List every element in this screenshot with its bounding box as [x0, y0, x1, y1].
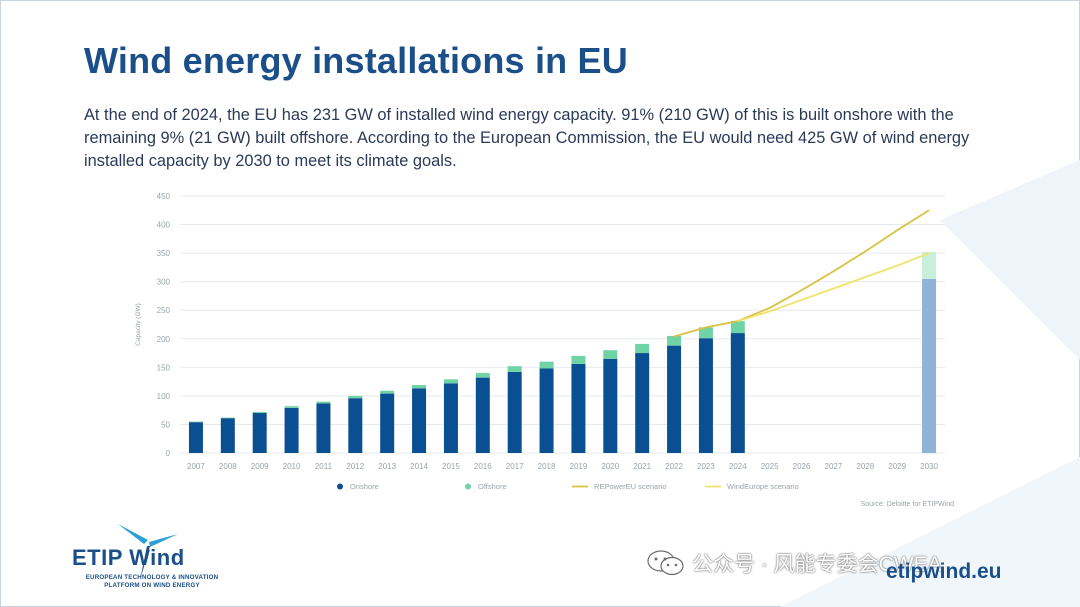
x-tick-label: 2016	[474, 462, 492, 471]
legend-label: WindEurope scenario	[727, 482, 799, 491]
bar-onshore	[348, 398, 363, 453]
legend-label: Onshore	[350, 482, 379, 491]
bar-offshore	[730, 321, 745, 334]
x-tick-label: 2021	[633, 462, 651, 471]
background-shape	[940, 160, 1080, 360]
bar-offshore	[412, 385, 427, 389]
x-tick-label: 2022	[665, 462, 683, 471]
x-tick-label: 2030	[920, 462, 938, 471]
bar-offshore	[316, 401, 331, 404]
bar-offshore	[922, 251, 937, 279]
y-tick-label: 150	[157, 363, 171, 372]
y-tick-label: 0	[166, 449, 171, 458]
y-tick-label: 350	[157, 249, 171, 258]
x-tick-label: 2013	[378, 462, 396, 471]
x-tick-label: 2010	[283, 462, 301, 471]
bar-offshore	[603, 350, 618, 359]
bar-onshore	[698, 338, 713, 453]
legend-marker	[465, 483, 471, 490]
watermark: 公众号 · 风能专委会CWEA	[646, 548, 942, 578]
bar-offshore	[188, 421, 203, 423]
bar-onshore	[475, 377, 490, 453]
y-tick-label: 100	[157, 392, 171, 401]
bar-offshore	[380, 390, 395, 394]
x-tick-label: 2008	[219, 462, 237, 471]
bar-onshore	[252, 413, 267, 453]
x-tick-label: 2019	[570, 462, 588, 471]
bar-offshore	[284, 406, 299, 408]
bar-onshore	[603, 358, 618, 453]
y-tick-label: 50	[161, 420, 170, 429]
bar-onshore	[443, 383, 458, 453]
bar-onshore	[667, 345, 682, 453]
bar-onshore	[380, 393, 395, 453]
x-tick-label: 2012	[346, 462, 364, 471]
x-tick-label: 2014	[410, 462, 428, 471]
logo-subtitle: EUROPEAN TECHNOLOGY & INNOVATION PLATFOR…	[85, 574, 219, 589]
bar-onshore	[539, 368, 554, 453]
website-link[interactable]: etipwind.eu	[886, 560, 1002, 583]
bar-onshore	[922, 278, 937, 453]
x-tick-label: 2026	[793, 462, 811, 471]
x-tick-label: 2029	[888, 462, 906, 471]
x-tick-label: 2020	[601, 462, 619, 471]
legend-marker	[337, 483, 343, 490]
bar-onshore	[571, 363, 586, 453]
bar-offshore	[252, 411, 267, 414]
y-tick-label: 200	[157, 335, 171, 344]
x-tick-label: 2028	[856, 462, 874, 471]
x-tick-label: 2011	[315, 462, 333, 471]
x-tick-label: 2015	[442, 462, 460, 471]
bar-onshore	[316, 403, 331, 453]
line-repowereu-scenario	[673, 209, 930, 338]
bar-onshore	[188, 422, 203, 453]
wechat-icon	[647, 550, 684, 576]
logo-mark: ETIP Wind	[72, 545, 185, 570]
legend-label: REPowerEU scenario	[594, 482, 667, 491]
bar-offshore	[667, 335, 682, 346]
bar-onshore	[220, 418, 235, 453]
bar-offshore	[348, 395, 363, 399]
page-title: Wind energy installations in EU	[84, 40, 628, 81]
bar-onshore	[730, 333, 745, 453]
bar-offshore	[698, 327, 713, 339]
bar-offshore	[507, 366, 522, 372]
y-tick-label: 250	[157, 306, 171, 315]
x-tick-label: 2025	[761, 462, 779, 471]
background-shape-bottom	[780, 457, 1080, 607]
x-tick-label: 2007	[187, 462, 205, 471]
bar-onshore	[284, 407, 299, 453]
watermark-text: 公众号 · 风能专委会CWEA	[692, 553, 942, 576]
intro-paragraph: At the end of 2024, the EU has 231 GW of…	[84, 106, 970, 170]
y-tick-label: 300	[157, 278, 171, 287]
x-tick-label: 2018	[538, 462, 556, 471]
bar-onshore	[635, 353, 650, 453]
bar-offshore	[475, 373, 490, 378]
bar-onshore	[507, 371, 522, 453]
x-tick-label: 2023	[697, 462, 715, 471]
bar-offshore	[443, 379, 458, 384]
x-tick-label: 2017	[506, 462, 524, 471]
bar-offshore	[571, 355, 586, 364]
y-axis-label: Capacity (GW)	[135, 303, 142, 346]
legend-label: Offshore	[478, 482, 507, 491]
bar-offshore	[635, 343, 650, 354]
wind-turbine-icon	[118, 524, 178, 580]
line-windeurope-scenario	[737, 252, 930, 322]
x-tick-label: 2027	[825, 462, 843, 471]
y-tick-label: 400	[157, 221, 171, 230]
bar-offshore	[220, 417, 235, 419]
x-tick-label: 2009	[251, 462, 269, 471]
bar-onshore	[412, 388, 427, 453]
y-tick-label: 450	[157, 192, 171, 201]
source-note: Source: Deloitte for ETIPWind	[861, 501, 954, 508]
bar-offshore	[539, 361, 554, 369]
x-tick-label: 2024	[729, 462, 747, 471]
